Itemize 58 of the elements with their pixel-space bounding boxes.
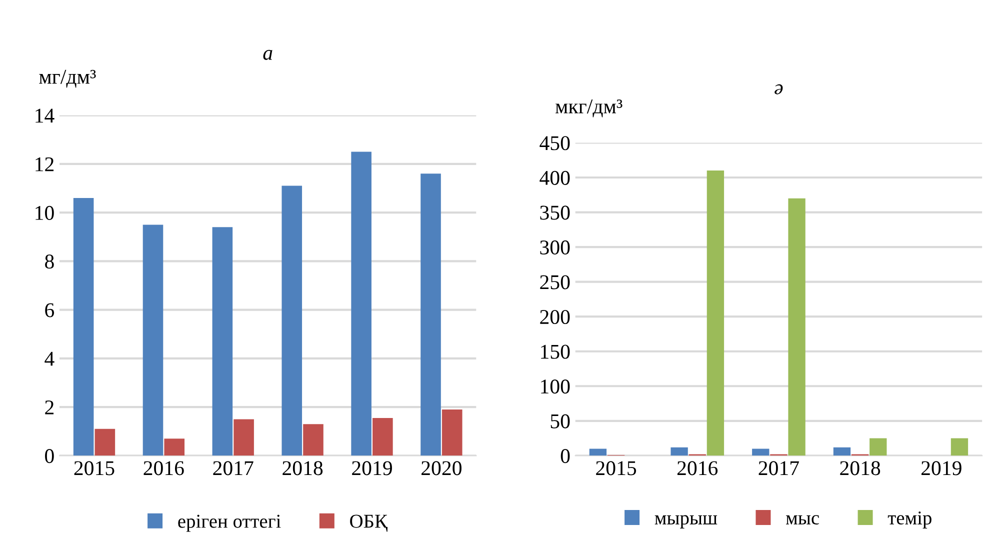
bar (234, 419, 254, 456)
y-tick-label: 200 (540, 310, 570, 324)
y-tick-label: 14 (36, 108, 54, 123)
bar (303, 424, 324, 456)
bar (372, 418, 393, 456)
x-tick-label: 2015 (596, 461, 636, 476)
bar (442, 409, 462, 456)
bar (589, 448, 607, 456)
bar (282, 186, 302, 456)
bar (833, 447, 851, 456)
y-tick-label: 150 (541, 344, 570, 359)
x-tick-label: 2019 (352, 461, 392, 476)
chart-title: ә (774, 84, 783, 94)
y-tick-label: 450 (540, 136, 570, 150)
y-axis-title: мг/дм³ (39, 70, 96, 88)
bar (670, 447, 688, 456)
y-tick-label: 300 (540, 240, 570, 254)
chart-title: а (263, 50, 272, 60)
bar (212, 227, 233, 456)
bar (870, 438, 887, 456)
bar (788, 198, 806, 456)
bar (142, 224, 164, 456)
y-tick-label: 4 (44, 352, 54, 366)
x-tick-label: 2016 (144, 461, 184, 476)
y-axis-title: мкг/дм³ (556, 100, 622, 118)
bar (752, 448, 770, 456)
y-tick-label: 350 (540, 206, 570, 220)
legend-label: ОБҚ (350, 514, 388, 532)
y-tick-label: 2 (45, 400, 54, 414)
x-tick-label: 2018 (840, 461, 880, 476)
x-tick-label: 2016 (677, 461, 718, 476)
legend-label: мырыш (654, 515, 718, 528)
y-tick-label: 6 (45, 303, 54, 318)
y-tick-label: 0 (45, 449, 54, 464)
bar (73, 198, 94, 456)
legend-label: темір (888, 511, 932, 528)
bar (950, 438, 968, 456)
y-tick-label: 0 (560, 449, 570, 464)
bar (94, 428, 116, 456)
x-tick-label: 2017 (213, 461, 254, 476)
y-tick-label: 8 (45, 254, 54, 269)
y-tick-label: 100 (541, 380, 570, 394)
legend-label: еріген оттегі (178, 514, 281, 532)
y-tick-label: 10 (36, 206, 54, 220)
bar (420, 174, 441, 456)
x-tick-label: 2017 (758, 461, 799, 476)
bar (164, 438, 185, 456)
y-tick-label: 250 (540, 275, 570, 290)
x-tick-label: 2018 (282, 461, 323, 476)
y-tick-label: 50 (550, 414, 570, 428)
x-tick-label: 2015 (74, 461, 114, 476)
x-tick-label: 2019 (921, 461, 962, 476)
bar (706, 170, 724, 456)
y-tick-label: 400 (540, 170, 570, 185)
bar (351, 152, 372, 456)
y-tick-label: 12 (36, 157, 54, 172)
x-tick-label: 2020 (422, 461, 462, 476)
legend-label: мыс (786, 515, 819, 525)
